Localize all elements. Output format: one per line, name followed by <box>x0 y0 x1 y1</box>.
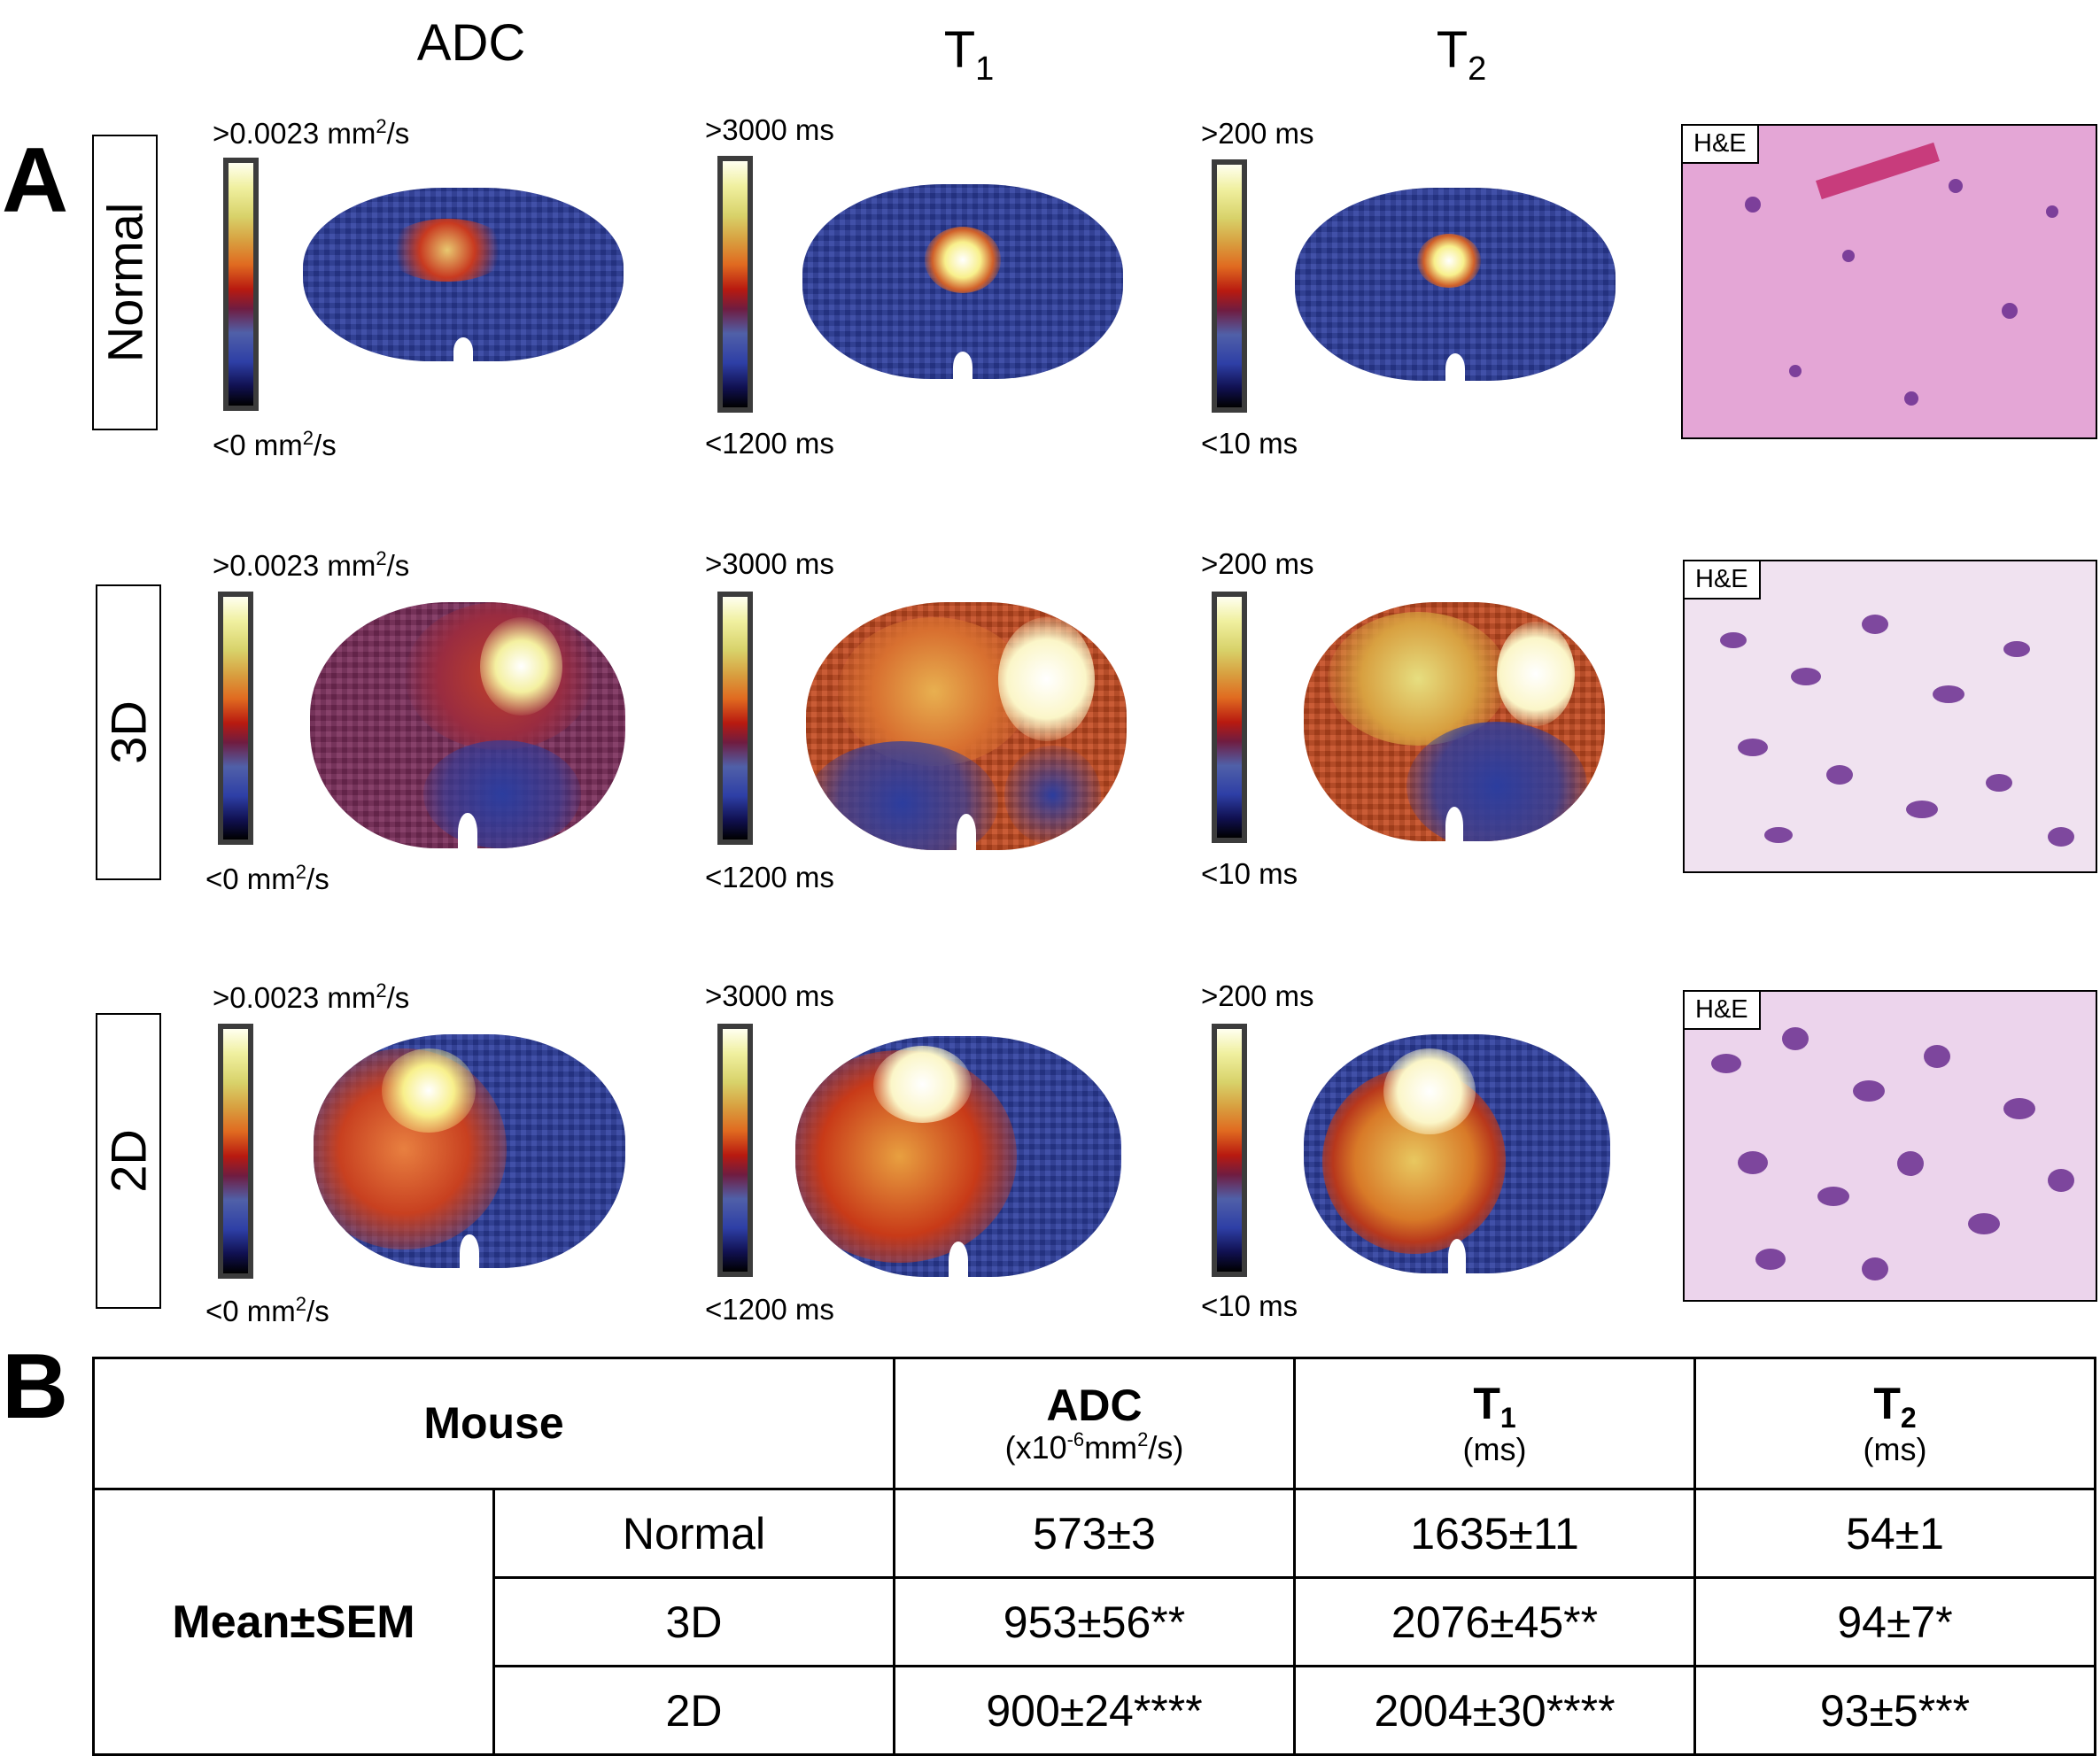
t1-min-label: <1200 ms <box>705 1293 834 1326</box>
table-header-row: Mouse ADC (x10-6mm2/s) T1 (ms) T2 (ms) <box>92 1357 2096 1490</box>
adc-min-label: <0 mm2/s <box>213 427 337 461</box>
adc-min-label: <0 mm2/s <box>205 1293 329 1327</box>
t1-map-2d <box>795 1036 1121 1277</box>
column-header-adc: ADC <box>416 14 526 72</box>
t1-map-3d <box>806 602 1127 850</box>
table-row: Mean±SEM Normal 573±3 1635±11 54±1 <box>92 1488 2096 1756</box>
group-cell: 3D <box>492 1576 895 1667</box>
table-row: 3D 953±56** 2076±45** 94±7* <box>94 1576 2096 1667</box>
adc-min-label: <0 mm2/s <box>205 861 329 895</box>
t1-colorbar <box>717 1024 753 1277</box>
adc-max-label: >0.0023 mm2/s <box>213 547 410 582</box>
row-label-normal: Normal <box>92 135 158 430</box>
t1-map-normal <box>802 184 1123 379</box>
panel-b-letter: B <box>2 1335 69 1438</box>
t1-cell: 1635±11 <box>1293 1488 1696 1579</box>
t1-max-label: >3000 ms <box>705 979 834 1012</box>
he-label: H&E <box>1685 561 1761 600</box>
column-header-t1: T1 <box>943 21 995 88</box>
adc-map-2d <box>314 1034 625 1268</box>
t2-cell: 93±5*** <box>1693 1665 2096 1756</box>
t2-colorbar <box>1212 592 1247 843</box>
adc-max-label: >0.0023 mm2/s <box>213 979 410 1014</box>
header-adc: ADC (x10-6mm2/s) <box>893 1357 1296 1490</box>
adc-cell: 573±3 <box>893 1488 1296 1579</box>
group-cell: 2D <box>492 1665 895 1756</box>
adc-max-label: >0.0023 mm2/s <box>213 115 410 150</box>
t1-colorbar <box>717 592 753 845</box>
he-label: H&E <box>1683 126 1759 164</box>
t2-min-label: <10 ms <box>1201 427 1298 460</box>
t2-min-label: <10 ms <box>1201 1289 1298 1322</box>
t2-map-2d <box>1304 1034 1610 1273</box>
t2-cell: 94±7* <box>1693 1576 2096 1667</box>
he-image-2d: H&E <box>1683 990 2097 1302</box>
row-label-2d: 2D <box>96 1013 161 1309</box>
he-image-3d: H&E <box>1683 560 2097 873</box>
adc-colorbar <box>218 1024 253 1279</box>
t1-cell: 2076±45** <box>1293 1576 1696 1667</box>
row-label-3d: 3D <box>96 584 161 880</box>
panel-a-letter: A <box>2 129 69 232</box>
t2-cell: 54±1 <box>1693 1488 2096 1579</box>
stat-label-cell: Mean±SEM <box>92 1488 495 1756</box>
stats-table: Mouse ADC (x10-6mm2/s) T1 (ms) T2 (ms) M… <box>92 1357 2096 1756</box>
t1-max-label: >3000 ms <box>705 547 834 580</box>
adc-map-3d <box>310 602 625 848</box>
adc-colorbar <box>223 158 259 411</box>
t2-max-label: >200 ms <box>1201 117 1314 150</box>
group-cell: Normal <box>492 1488 895 1579</box>
column-header-t2: T2 <box>1436 21 1487 88</box>
header-mouse: Mouse <box>92 1357 895 1490</box>
t2-map-3d <box>1304 602 1605 841</box>
t2-colorbar <box>1212 159 1247 413</box>
adc-map-normal <box>303 188 624 361</box>
adc-cell: 953±56** <box>893 1576 1296 1667</box>
t2-max-label: >200 ms <box>1201 547 1314 580</box>
t2-min-label: <10 ms <box>1201 857 1298 890</box>
table-row: 2D 900±24**** 2004±30**** 93±5*** <box>94 1665 2096 1756</box>
t2-colorbar <box>1212 1024 1247 1277</box>
header-t2: T2 (ms) <box>1693 1357 2096 1490</box>
he-image-normal: H&E <box>1681 124 2097 439</box>
adc-cell: 900±24**** <box>893 1665 1296 1756</box>
t2-map-normal <box>1295 188 1616 381</box>
t1-min-label: <1200 ms <box>705 427 834 460</box>
header-t1: T1 (ms) <box>1293 1357 1696 1490</box>
t1-cell: 2004±30**** <box>1293 1665 1696 1756</box>
t2-max-label: >200 ms <box>1201 979 1314 1012</box>
t1-min-label: <1200 ms <box>705 861 834 893</box>
t1-max-label: >3000 ms <box>705 113 834 146</box>
t1-colorbar <box>717 156 753 413</box>
he-label: H&E <box>1685 992 1761 1030</box>
adc-colorbar <box>218 592 253 845</box>
